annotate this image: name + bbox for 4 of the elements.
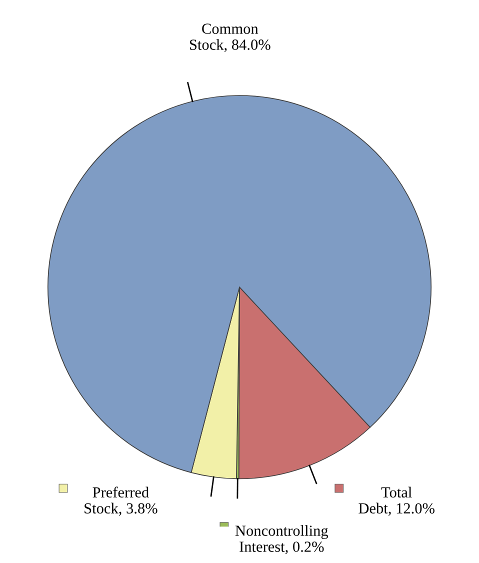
- legend-label: Preferred Stock, 3.8%: [84, 486, 158, 516]
- slice-label: Common Stock, 84.0%: [190, 24, 270, 52]
- slice-label: Total Debt, 12.0%: [358, 486, 434, 516]
- legend-label: Noncontrolling Interest, 0.2%: [235, 525, 328, 554]
